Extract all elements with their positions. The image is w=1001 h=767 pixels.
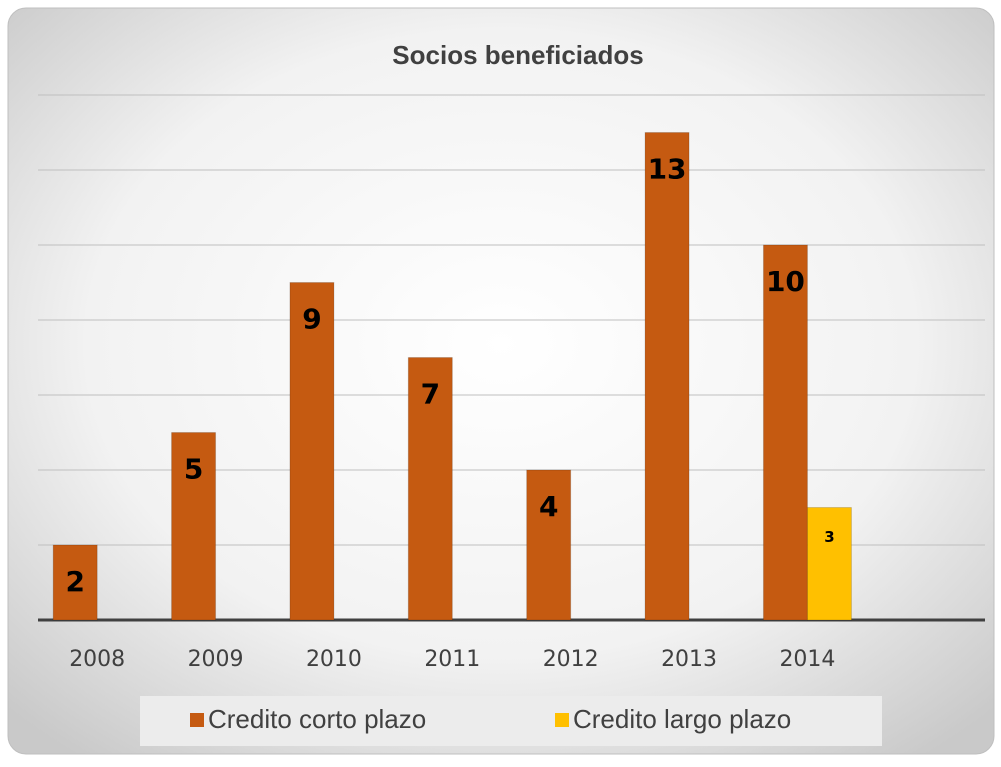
x-tick-label: 2009 — [188, 647, 244, 672]
data-label: 13 — [648, 153, 687, 186]
data-label: 9 — [302, 303, 321, 336]
chart-panel — [7, 7, 995, 755]
data-label: 4 — [539, 490, 558, 523]
bar — [289, 282, 335, 621]
bar — [806, 507, 852, 621]
data-label: 3 — [824, 528, 834, 546]
bar — [644, 132, 690, 621]
bar — [171, 432, 217, 621]
legend-box — [140, 696, 882, 746]
data-label: 5 — [184, 453, 203, 486]
x-tick-label: 2010 — [306, 647, 362, 672]
legend-swatch — [555, 713, 569, 727]
bar — [52, 544, 98, 621]
legend-label: Credito largo plazo — [573, 704, 791, 734]
chart-title: Socios beneficiados — [392, 40, 643, 70]
x-tick-label: 2014 — [779, 647, 835, 672]
data-label: 10 — [766, 265, 805, 298]
data-label: 2 — [65, 565, 84, 598]
legend-swatch — [190, 713, 204, 727]
x-tick-label: 2012 — [543, 647, 599, 672]
data-label: 7 — [421, 378, 440, 411]
x-tick-label: 2011 — [424, 647, 480, 672]
x-tick-label: 2008 — [69, 647, 125, 672]
bar — [407, 357, 453, 621]
legend-label: Credito corto plazo — [208, 704, 426, 734]
bar — [526, 469, 572, 621]
x-tick-label: 2013 — [661, 647, 717, 672]
bar — [762, 244, 808, 621]
